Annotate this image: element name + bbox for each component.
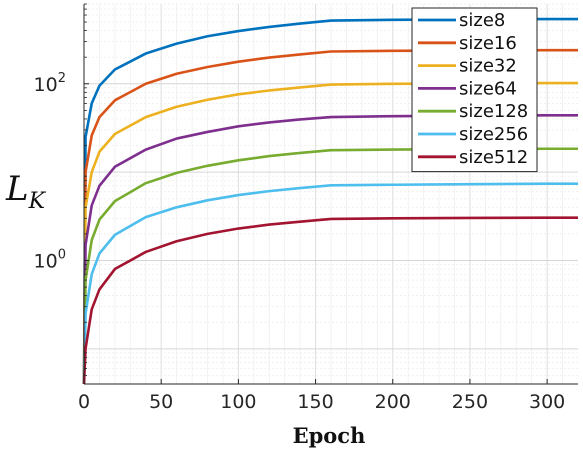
- legend-label-size64: size64: [459, 78, 517, 99]
- y-tick-base: 10: [34, 250, 58, 272]
- x-tick-label: 100: [220, 391, 256, 413]
- series-line-size256: [82, 182, 578, 385]
- legend: size8size16size32size64size128size256siz…: [411, 7, 538, 173]
- x-axis-label: Epoch: [293, 423, 366, 448]
- legend-label-size256: size256: [459, 124, 528, 145]
- y-axis-label-main: L: [5, 169, 29, 209]
- y-tick-exponent: 2: [58, 71, 66, 86]
- x-tick-label: 150: [297, 391, 333, 413]
- axes: [83, 4, 578, 385]
- legend-label-size32: size32: [459, 56, 517, 77]
- x-tick-label: 0: [78, 391, 90, 413]
- series-line-size512: [82, 216, 578, 385]
- y-tick-label: 102: [34, 71, 66, 96]
- y-axis-label-subscript: K: [28, 189, 47, 214]
- x-tick-label: 300: [529, 391, 565, 413]
- y-axis-label: LK: [5, 169, 47, 214]
- legend-label-size16: size16: [459, 33, 517, 54]
- x-tick-label: 50: [149, 391, 173, 413]
- x-ticks: 0 50 100 150 200 250 300: [78, 379, 565, 413]
- y-tick-label: 100: [34, 247, 66, 272]
- y-tick-exponent: 0: [58, 247, 66, 262]
- legend-label-size8: size8: [459, 10, 505, 31]
- x-tick-label: 250: [452, 391, 488, 413]
- y-tick-base: 10: [34, 74, 58, 96]
- legend-label-size512: size512: [459, 147, 528, 168]
- x-tick-label: 200: [375, 391, 411, 413]
- legend-label-size128: size128: [459, 101, 528, 122]
